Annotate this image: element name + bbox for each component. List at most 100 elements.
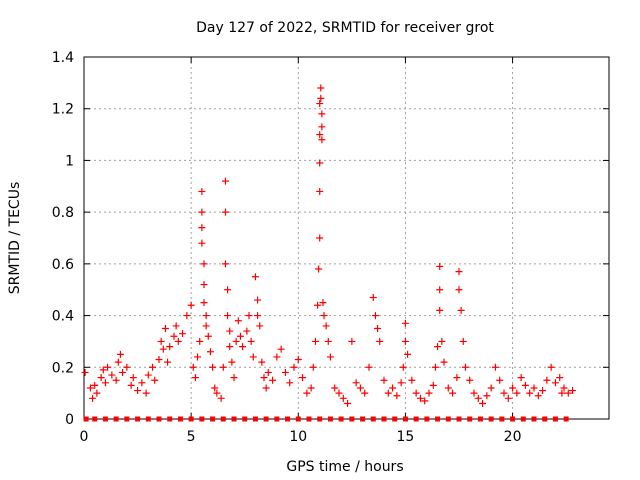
- baseline-point: [381, 416, 387, 422]
- baseline-point: [424, 416, 430, 422]
- data-point: [200, 281, 208, 289]
- data-point: [243, 327, 251, 335]
- y-tick-label: 0.4: [52, 309, 74, 325]
- baseline-point: [113, 416, 119, 422]
- data-point: [116, 350, 124, 358]
- data-point: [408, 376, 416, 384]
- data-point: [504, 394, 512, 402]
- data-point: [365, 363, 373, 371]
- data-point: [521, 381, 529, 389]
- data-point: [179, 330, 187, 338]
- data-point: [326, 353, 334, 361]
- data-point: [331, 384, 339, 392]
- data-point: [449, 389, 457, 397]
- data-point: [256, 322, 264, 330]
- baseline-point: [177, 416, 183, 422]
- data-point: [352, 379, 360, 387]
- data-point: [319, 299, 327, 307]
- data-point: [436, 286, 444, 294]
- data-point: [444, 384, 452, 392]
- data-point: [314, 301, 322, 309]
- data-point: [440, 358, 448, 366]
- data-point: [322, 322, 330, 330]
- data-point: [487, 384, 495, 392]
- baseline-point: [338, 416, 344, 422]
- baseline-point: [274, 416, 280, 422]
- data-point: [104, 363, 112, 371]
- data-point: [303, 389, 311, 397]
- baseline-point: [413, 416, 419, 422]
- data-point: [164, 358, 172, 366]
- data-point: [254, 312, 262, 320]
- data-point: [189, 363, 197, 371]
- data-point: [421, 397, 429, 405]
- data-point: [438, 337, 446, 345]
- data-point: [149, 363, 157, 371]
- x-tick-label: 15: [397, 429, 415, 445]
- data-point: [404, 350, 412, 358]
- baseline-point: [435, 416, 441, 422]
- data-point: [191, 374, 199, 382]
- data-point: [534, 392, 542, 400]
- y-tick-label: 0.2: [52, 360, 74, 376]
- data-point: [436, 306, 444, 314]
- data-point: [166, 343, 174, 351]
- baseline-point: [327, 416, 333, 422]
- chart-title: Day 127 of 2022, SRMTID for receiver gro…: [196, 20, 494, 36]
- data-point: [517, 374, 525, 382]
- baseline-point: [199, 416, 205, 422]
- data-point: [234, 317, 242, 325]
- data-point: [245, 312, 253, 320]
- data-point: [108, 371, 116, 379]
- data-point: [539, 387, 547, 395]
- data-point: [496, 376, 504, 384]
- data-point: [316, 131, 324, 139]
- data-point: [309, 363, 317, 371]
- data-point: [213, 389, 221, 397]
- data-point: [318, 136, 326, 144]
- data-point: [286, 379, 294, 387]
- data-point: [318, 110, 326, 118]
- baseline-point: [252, 416, 258, 422]
- data-point: [425, 389, 433, 397]
- y-tick-label: 1: [65, 153, 74, 169]
- y-tick-label: 0.8: [52, 205, 74, 221]
- data-point: [466, 376, 474, 384]
- data-point: [99, 366, 107, 374]
- baseline-point: [306, 416, 312, 422]
- data-point: [155, 356, 163, 364]
- data-point: [564, 389, 572, 397]
- baseline-point: [92, 416, 98, 422]
- data-point: [356, 384, 364, 392]
- data-point: [457, 306, 465, 314]
- data-point: [159, 345, 167, 353]
- data-point: [91, 381, 99, 389]
- x-axis-label: GPS time / hours: [286, 459, 403, 475]
- data-point: [335, 389, 343, 397]
- data-point: [401, 337, 409, 345]
- baseline-point: [285, 416, 291, 422]
- data-point: [232, 337, 240, 345]
- data-point: [157, 337, 165, 345]
- data-point: [114, 358, 122, 366]
- data-point: [281, 368, 289, 376]
- baseline-point: [467, 416, 473, 422]
- data-point: [509, 384, 517, 392]
- baseline-point: [531, 416, 537, 422]
- data-point: [93, 389, 101, 397]
- data-point: [200, 260, 208, 268]
- data-point: [217, 394, 225, 402]
- data-point: [547, 363, 555, 371]
- data-point: [500, 389, 508, 397]
- data-point: [221, 177, 229, 185]
- data-point: [151, 376, 159, 384]
- baseline-point: [488, 416, 494, 422]
- y-tick-label: 1.2: [52, 102, 74, 118]
- data-point: [202, 322, 210, 330]
- data-point: [316, 187, 324, 195]
- data-point: [453, 374, 461, 382]
- baseline-point: [242, 416, 248, 422]
- baseline-point: [135, 416, 141, 422]
- data-point: [97, 374, 105, 382]
- data-point: [198, 208, 206, 216]
